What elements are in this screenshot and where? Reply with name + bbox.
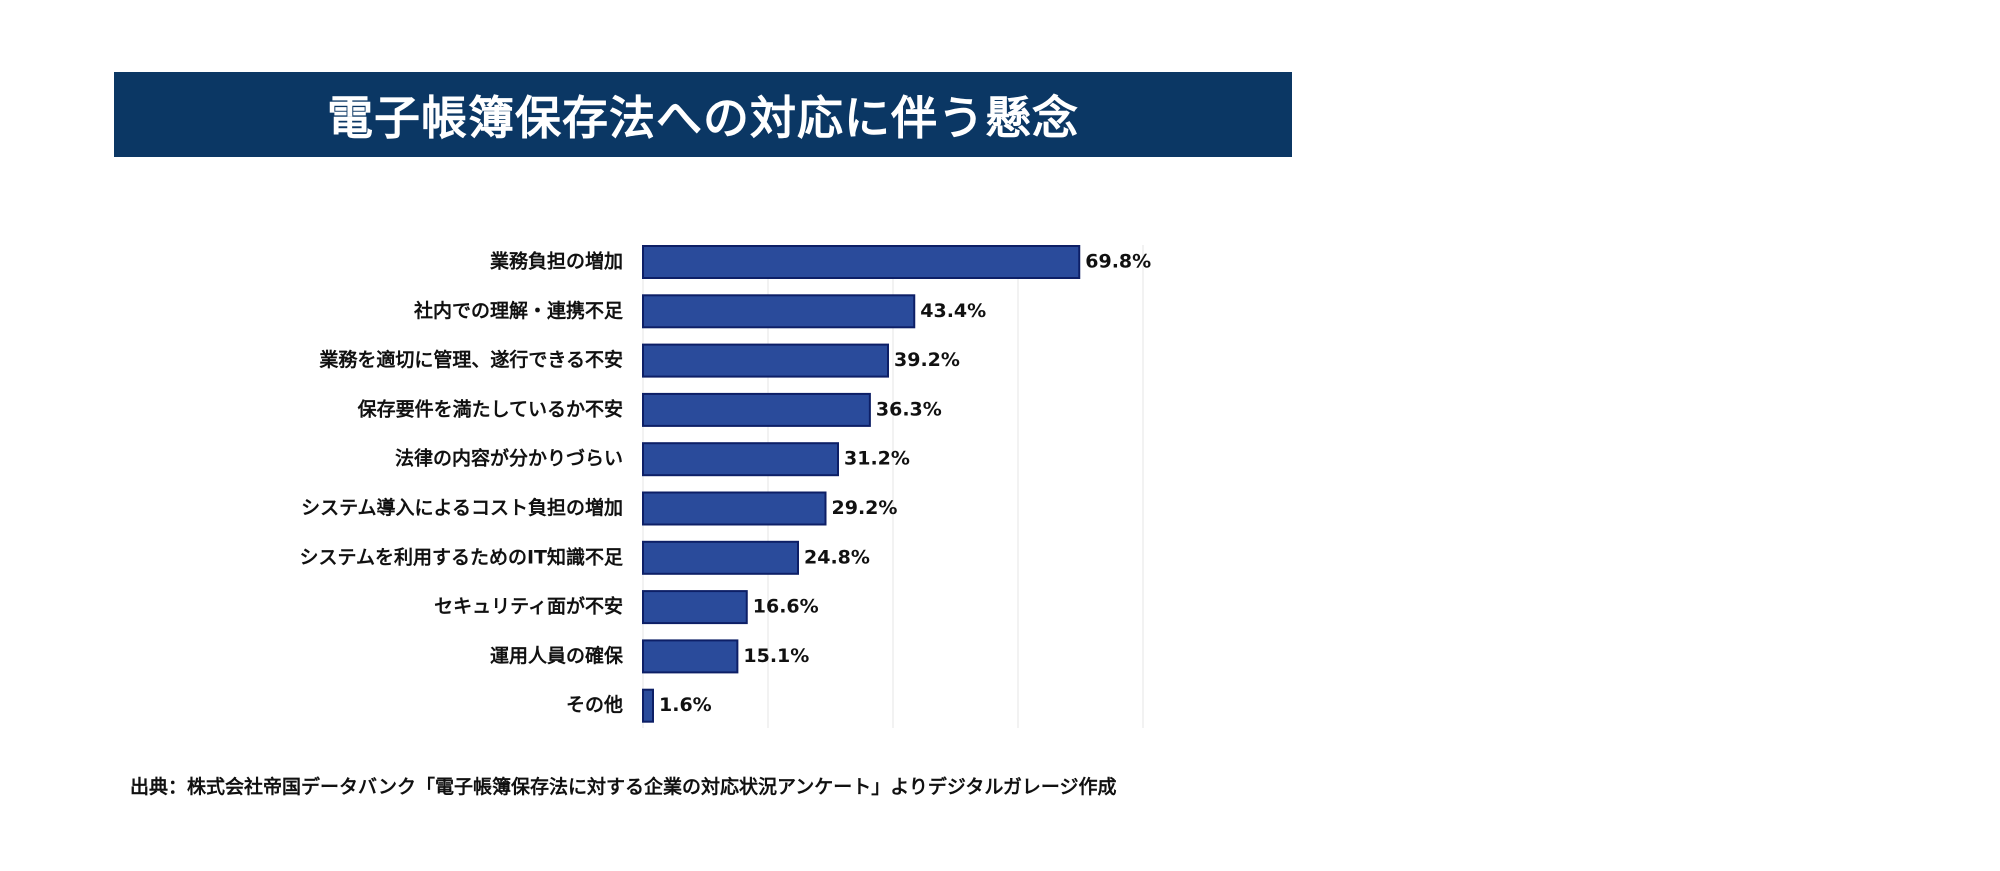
bar [642,294,916,329]
value-label: 36.3% [876,398,942,420]
value-label: 69.8% [1085,251,1151,273]
source-note: 出典：株式会社帝国データバンク「電子帳簿保存法に対する企業の対応状況アンケート」… [130,776,1117,798]
category-label: 業務を適切に管理、遂行できる不安 [318,348,623,371]
value-label: 43.4% [920,300,986,322]
bar [642,442,839,477]
category-label: システム導入によるコスト負担の増加 [301,496,623,519]
bar [642,392,871,427]
bar [642,343,889,378]
value-label: 39.2% [894,349,960,371]
bar [642,639,739,674]
bar [642,245,1081,279]
value-label: 1.6% [659,694,712,716]
bar [642,491,827,526]
category-label: その他 [566,693,623,716]
bar [642,688,654,723]
category-label: システムを利用するためのIT知識不足 [300,545,624,568]
value-label: 16.6% [753,596,819,618]
value-label: 31.2% [844,448,910,470]
chart-title: 電子帳簿保存法への対応に伴う懸念 [327,90,1079,145]
value-label: 15.1% [743,645,809,667]
value-label: 24.8% [804,546,870,568]
category-label: 運用人員の確保 [490,644,624,667]
category-label: セキュリティ面が不安 [434,595,623,618]
value-label: 29.2% [832,497,898,519]
category-label: 社内での理解・連携不足 [413,299,624,322]
bar [642,590,748,625]
category-label: 業務負担の増加 [489,250,623,273]
bar [642,540,799,575]
title-banner: 電子帳簿保存法への対応に伴う懸念 [114,72,1292,157]
category-label: 法律の内容が分かりづらい [395,447,623,470]
category-label: 保存要件を満たしているか不安 [357,397,623,420]
